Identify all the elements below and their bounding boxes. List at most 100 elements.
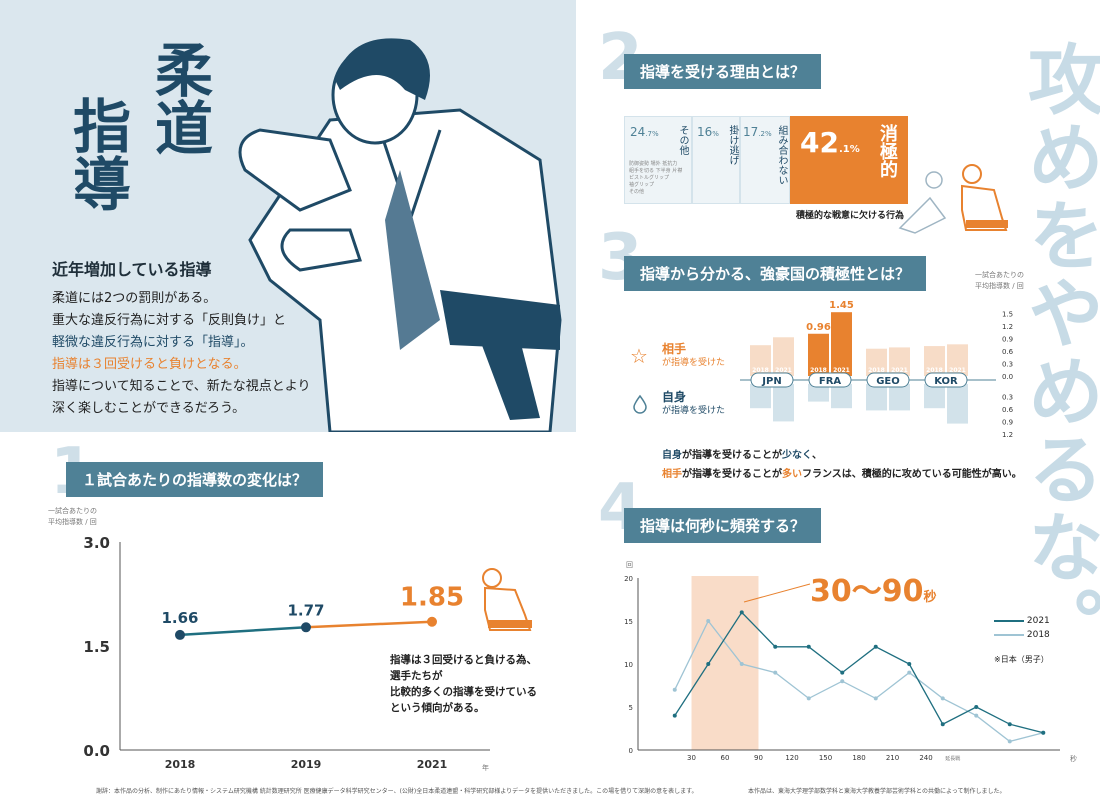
- section4-yunit: 回: [626, 561, 633, 569]
- hero-body-line: 柔道には2つの罰則がある。: [52, 291, 217, 306]
- legend-2021: 2021: [994, 614, 1050, 628]
- y-tick-label: 1.5: [83, 638, 110, 656]
- y-tick-label: 0.0: [83, 742, 110, 760]
- hero-body-line: 指導は３回受けると負けとなる。: [52, 357, 247, 372]
- y-tick-label: 0.6: [1002, 348, 1014, 356]
- y-tick-label: 20: [624, 575, 633, 583]
- legend-sub: が指導を受けた: [662, 406, 726, 416]
- bar-opponent-2021: [889, 347, 910, 376]
- data-label: 1.66: [161, 609, 198, 627]
- data-point: [706, 662, 711, 666]
- y-tick-label: 0.3: [1002, 394, 1013, 402]
- bar-value-label: 0.96: [806, 322, 831, 333]
- slogan: 攻めをやめるな。: [1015, 40, 1100, 664]
- reason-other-details: 防御姿勢 場外 抵抗力 組手を切る 下半身 片襟 ピストルグリップ 袖グリップ …: [629, 161, 693, 196]
- y-tick-label: 1.2: [1002, 323, 1013, 331]
- detail: 抵抗力: [662, 161, 678, 167]
- section1-xunit: 年: [482, 764, 489, 772]
- data-point: [907, 670, 912, 675]
- legend-label: 2021: [1026, 616, 1050, 626]
- section4-note: ※日本（男子）: [994, 655, 1049, 664]
- y-tick-label: 1.2: [1002, 431, 1013, 439]
- text: 自身: [662, 450, 682, 461]
- hero-body: 柔道には2つの罰則がある。 重大な違反行為に対する「反則負け」と 軽微な違反行為…: [52, 288, 310, 420]
- hero-subheading: 近年増加している指導: [52, 260, 212, 279]
- legend-2018: 2018: [994, 628, 1050, 642]
- pct-dec: .7%: [645, 130, 659, 138]
- bar-opponent-2018: [866, 348, 887, 376]
- y-tick-label: 0.0: [1002, 373, 1013, 381]
- kneeling-judoka-icon: [482, 568, 532, 631]
- detail: 袖グリップ: [629, 182, 655, 188]
- unit-line: 一試合あたりの: [48, 507, 97, 515]
- bar-self-2021: [773, 384, 794, 422]
- detail: その他: [629, 189, 645, 195]
- x-tick-label: 120: [785, 754, 798, 762]
- reason-breakdown: 24.7% その他 防御姿勢 場外 抵抗力 組手を切る 下半身 片襟 ピストルグ…: [624, 116, 908, 204]
- reason-name: 組み合わない: [776, 125, 787, 185]
- legend-title: 自身: [662, 390, 687, 404]
- legend-label: 2018: [1026, 630, 1050, 640]
- detail: 片襟: [672, 168, 683, 174]
- data-point: [806, 696, 811, 701]
- y-tick-label: 1.5: [1002, 310, 1013, 318]
- data-point: [873, 696, 878, 701]
- x-tick-label: 210: [886, 754, 899, 762]
- data-point: [940, 696, 945, 701]
- data-point: [940, 722, 945, 727]
- bar-year-label: 2021: [891, 367, 908, 374]
- reason-other: 24.7% その他 防御姿勢 場外 抵抗力 組手を切る 下半身 片襟 ピストルグ…: [624, 116, 692, 204]
- pct-dec: .2%: [758, 130, 772, 138]
- pct-dec: %: [712, 130, 719, 138]
- callout-value: 30〜90: [810, 574, 924, 609]
- x-tick-label: 180: [852, 754, 865, 762]
- reason-name: 消極的: [877, 124, 898, 178]
- reason-name: その他: [677, 125, 688, 155]
- legend-title: 相手: [662, 342, 687, 356]
- data-point: [974, 713, 979, 718]
- footer-credit: 本作品は、東海大学理学部数学科と東海大学教養学部芸術学科との共働によって制作しま…: [748, 788, 1006, 795]
- reason-pct: 17.2%: [743, 125, 772, 139]
- data-point: [840, 670, 845, 675]
- bar-year-label: 2018: [810, 367, 827, 374]
- y-tick-label: 0: [629, 747, 633, 755]
- judoka-illustration: [238, 38, 562, 432]
- x-tick-label: 2018: [165, 758, 196, 771]
- bar-year-label: 2018: [752, 367, 769, 374]
- text: が指導を受けることが: [682, 450, 782, 461]
- conclusion-line: 自身が指導を受けることが少なく、: [662, 446, 1022, 465]
- detail: 場外: [650, 161, 661, 167]
- highlight-band: [691, 576, 759, 750]
- bar-value-label: 1.45: [829, 300, 854, 311]
- bar-year-label: 2021: [833, 367, 850, 374]
- data-point: [301, 622, 311, 633]
- data-point: [739, 610, 744, 615]
- section3-unit: 一試合あたりの 平均指導数 / 回: [975, 270, 1024, 292]
- y-tick-label: 5: [629, 704, 633, 712]
- legend-self: 自身 が指導を受けた: [662, 390, 725, 418]
- data-point: [1041, 730, 1046, 735]
- section1-unit: 一試合あたりの 平均指導数 / 回: [48, 506, 97, 528]
- legend-swatch: [994, 633, 1024, 636]
- callout: 30〜90秒: [810, 566, 937, 610]
- judoka-pair-icon: [898, 164, 1008, 234]
- section4-label: 指導は何秒に頻発する？: [624, 508, 822, 543]
- bar-self-2021: [831, 384, 852, 409]
- legend-opponent: 相手 が指導を受けた: [662, 342, 725, 370]
- data-point: [175, 629, 185, 640]
- reason-pct: 16%: [697, 125, 719, 139]
- pct-int: 24: [630, 125, 646, 139]
- data-point: [873, 644, 878, 649]
- section3-conclusion: 自身が指導を受けることが少なく、 相手が指導を受けることが多いフランスは、積極的…: [662, 446, 1022, 484]
- section2-label: 指導を受ける理由とは？: [624, 54, 822, 89]
- drop-icon: [633, 394, 647, 414]
- reason-name: 掛け逃げ: [727, 125, 738, 165]
- bar-self-2018: [750, 384, 771, 409]
- y-tick-label: 10: [624, 661, 633, 669]
- section3-label: 指導から分かる、強豪国の積極性とは？: [624, 256, 927, 291]
- bar-year-label: 2021: [949, 367, 966, 374]
- reason-pct: 42.1%: [800, 126, 860, 159]
- conclusion-line: 相手が指導を受けることが多いフランスは、積極的に攻めている可能性が高い。: [662, 465, 1022, 484]
- text: が指導を受けることが: [682, 469, 782, 480]
- section4-xunit: 秒: [1070, 755, 1077, 763]
